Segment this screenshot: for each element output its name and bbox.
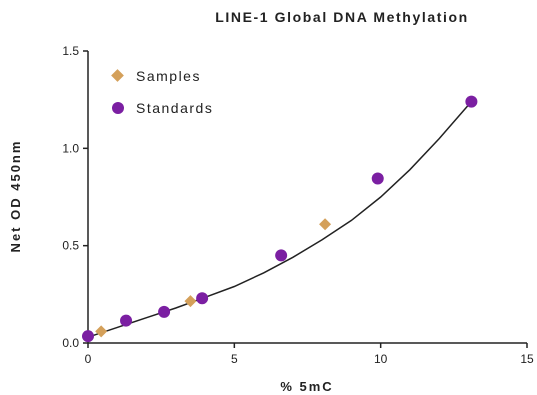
y-tick-label: 1.5	[62, 44, 79, 58]
legend-marker-samples	[111, 69, 124, 82]
tick-labels: 0 5 10 15 0.0 0.5 1.0 1.5	[62, 44, 534, 366]
standard-point	[275, 249, 288, 262]
x-axis-label: % 5mC	[280, 379, 333, 394]
standard-point	[465, 95, 478, 108]
x-tick-label: 5	[231, 352, 238, 366]
axes	[83, 50, 528, 348]
sample-point	[184, 295, 197, 308]
legend-label-samples: Samples	[136, 68, 201, 84]
standard-point	[158, 305, 171, 318]
chart-title: LINE-1 Global DNA Methylation	[215, 9, 469, 25]
standard-point	[371, 172, 384, 185]
standard-point	[120, 314, 133, 327]
sample-point	[319, 218, 332, 231]
x-tick-label: 15	[520, 352, 534, 366]
x-tick-label: 0	[85, 352, 92, 366]
y-tick-label: 0.0	[62, 336, 79, 350]
data-points	[82, 95, 478, 343]
y-axis-label: Net OD 450nm	[8, 140, 23, 253]
y-tick-label: 1.0	[62, 141, 79, 155]
y-tick-label: 0.5	[62, 239, 79, 253]
x-tick-label: 10	[374, 352, 388, 366]
legend-label-standards: Standards	[136, 100, 213, 116]
legend: Samples Standards	[111, 68, 213, 116]
legend-marker-standards	[112, 102, 124, 114]
sample-point	[95, 325, 108, 338]
standard-point	[82, 330, 94, 343]
standard-point	[196, 292, 209, 305]
fit-curve	[87, 101, 472, 338]
